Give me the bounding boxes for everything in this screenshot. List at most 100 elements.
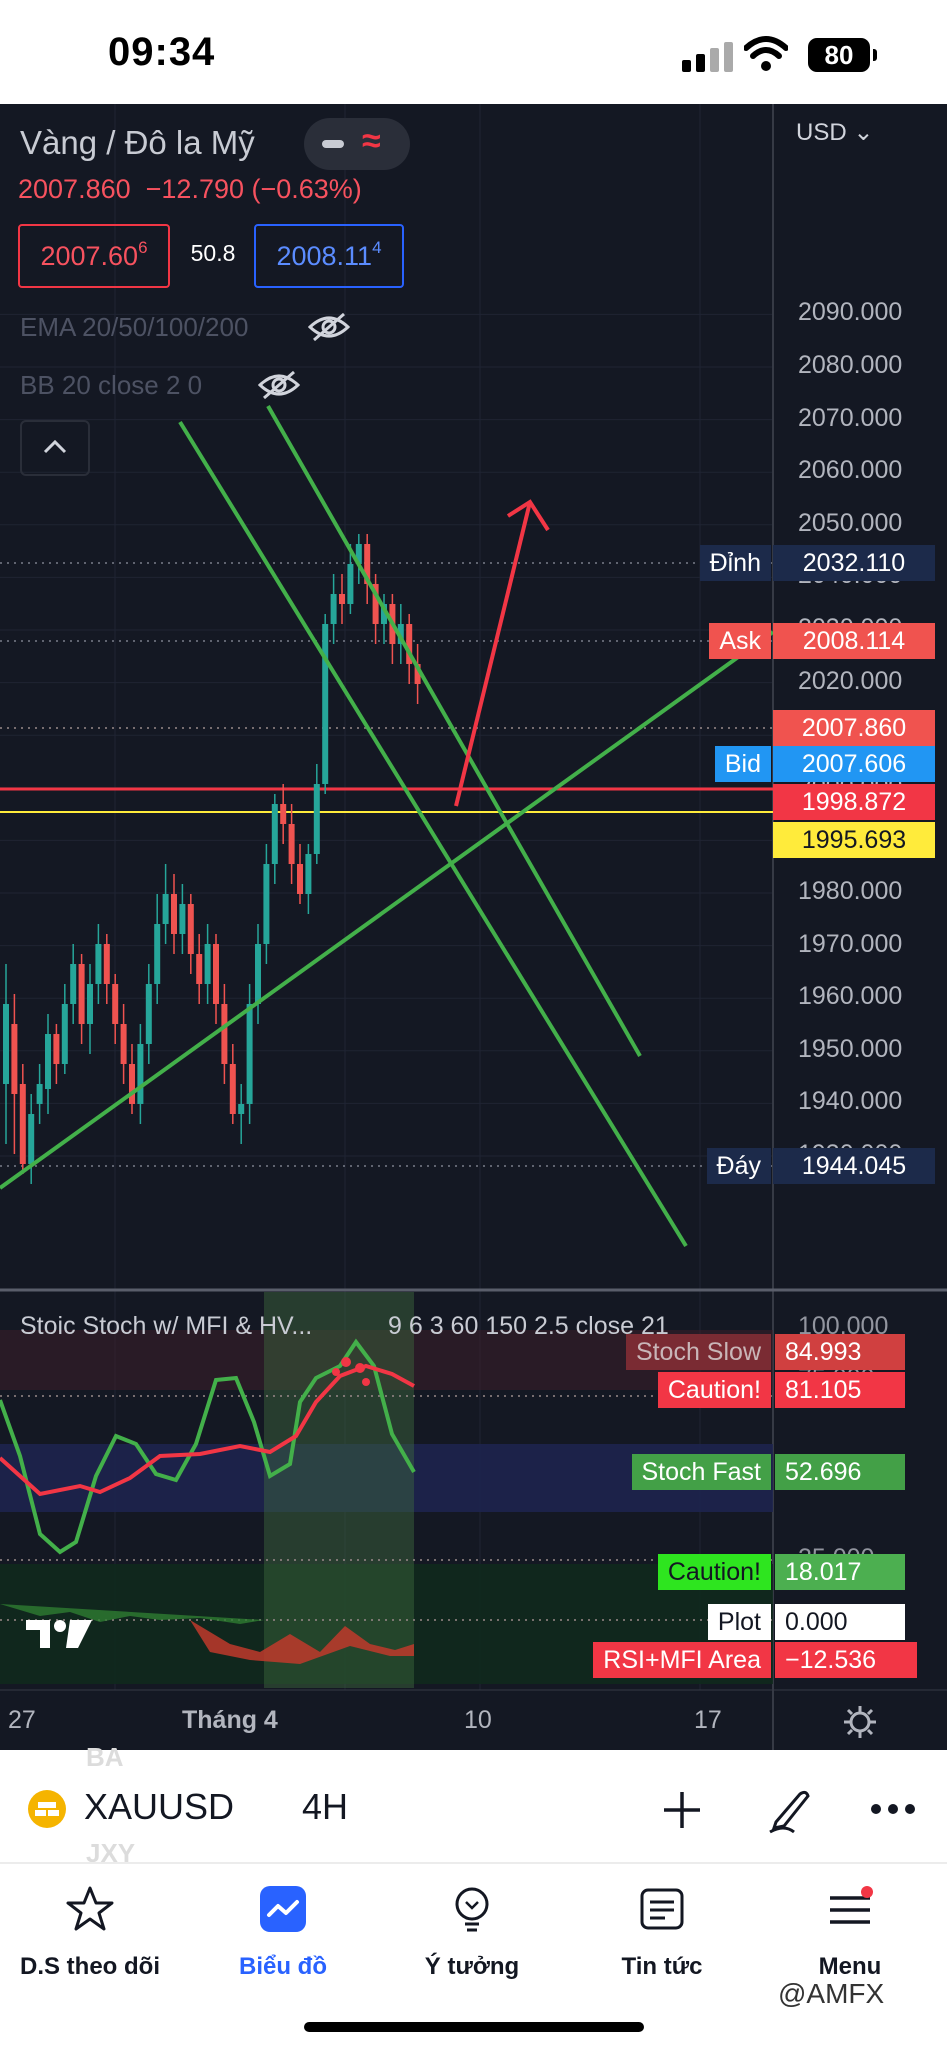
spread-value: 50.8 — [190, 240, 236, 266]
home-indicator[interactable] — [304, 2022, 644, 2032]
candle-body — [129, 1064, 135, 1104]
stoch-tag-label: Stoch Slow — [625, 1334, 771, 1370]
candle-body — [271, 804, 278, 864]
buy-button[interactable]: 2008.114 — [254, 224, 404, 288]
price-tag-value: 2032.110 — [773, 545, 935, 581]
price-tag-value: 1995.693 — [773, 822, 935, 858]
time-label: 10 — [464, 1706, 492, 1734]
price-tag-value: 2007.860 — [773, 710, 935, 746]
tab-label: Tin tức — [621, 1953, 703, 1980]
candle-body — [397, 624, 404, 644]
interval-button[interactable]: 4H — [302, 1786, 349, 1827]
candle-body — [87, 984, 93, 1024]
stoch-tag-value: 81.105 — [775, 1372, 905, 1408]
stoch-tag-label: Caution! — [657, 1372, 771, 1408]
candle-body — [280, 804, 287, 824]
eye-off-icon[interactable] — [258, 370, 300, 400]
tab-watchlist[interactable]: D.S theo dõi — [0, 1884, 180, 1981]
time-label: 17 — [694, 1706, 722, 1734]
stoch-tag-value: 0.000 — [775, 1604, 905, 1640]
tab-label: Biểu đồ — [239, 1953, 327, 1980]
tab-label: Ý tưởng — [424, 1953, 520, 1980]
candle-body — [137, 1044, 144, 1104]
tab-ideas[interactable]: Ý tưởng — [382, 1884, 562, 1981]
stoch-indicator-title[interactable]: Stoic Stoch w/ MFI & HV... — [20, 1312, 313, 1340]
gold-bars-icon[interactable] — [28, 1790, 66, 1828]
time-label: 27 — [8, 1706, 36, 1734]
price-axis-label: 1980.000 — [798, 877, 903, 905]
stoch-tag-value: 52.696 — [775, 1454, 905, 1490]
candle-body — [355, 544, 362, 564]
candle-body — [154, 924, 161, 984]
price-axis-label: 2020.000 — [798, 666, 903, 695]
stoch-indicator-params: 9 6 3 60 150 2.5 close 21 — [388, 1312, 669, 1340]
sell-button[interactable]: 2007.606 — [18, 224, 170, 288]
add-plus-icon[interactable] — [660, 1788, 704, 1832]
candle-body — [347, 564, 354, 604]
stoch-tag-value: −12.536 — [775, 1642, 917, 1678]
lightbulb-icon — [455, 1887, 489, 1932]
wifi-icon — [744, 36, 788, 71]
star-icon — [66, 1886, 114, 1931]
last-price: 2007.860 — [18, 174, 131, 204]
candle-body — [179, 904, 186, 934]
candle-body — [187, 904, 194, 954]
candle-body — [414, 664, 421, 684]
news-icon — [640, 1888, 684, 1930]
candle-body — [78, 964, 85, 1024]
eye-off-icon[interactable] — [308, 312, 350, 342]
chevron-up-icon — [43, 439, 67, 454]
currency-selector[interactable]: USD ⌄ — [796, 119, 874, 146]
stoch-tag-label: Caution! — [657, 1554, 771, 1590]
candle-body — [406, 624, 413, 664]
tab-news[interactable]: Tin tức — [572, 1884, 752, 1981]
indicator-bb-label[interactable]: BB 20 close 2 0 — [20, 370, 203, 400]
price-tag-label: Đáy — [706, 1148, 771, 1184]
battery-icon: 80 — [808, 38, 877, 72]
candle-body — [372, 584, 379, 624]
symbol-button[interactable]: XAUUSD — [84, 1786, 235, 1827]
candle-body — [120, 1024, 127, 1064]
drawing-pen-icon[interactable] — [764, 1784, 816, 1836]
settings-gear-icon[interactable] — [842, 1704, 878, 1740]
candle-body — [322, 624, 329, 784]
chart-canvas[interactable] — [0, 104, 947, 1750]
sell-price: 2007.60 — [40, 241, 139, 271]
price-tag-value: 1998.872 — [773, 784, 935, 820]
symbol-title[interactable]: Vàng / Đô la Mỹ — [20, 124, 255, 161]
minus-icon[interactable] — [322, 140, 344, 148]
sell-price-pip: 6 — [138, 238, 148, 257]
price-axis-label: 2060.000 — [798, 456, 903, 485]
price-axis-label: 1960.000 — [798, 982, 903, 1011]
more-dots-icon[interactable] — [868, 1794, 918, 1824]
candle-body — [112, 984, 119, 1024]
status-time: 09:34 — [108, 30, 216, 74]
buy-price-pip: 4 — [372, 238, 382, 257]
wave-icon[interactable]: ≈ — [362, 122, 381, 160]
tradingview-logo-icon — [26, 1620, 92, 1648]
tab-label: D.S theo dõi — [20, 1953, 160, 1980]
indicator-ema-label[interactable]: EMA 20/50/100/200 — [20, 312, 249, 342]
tab-menu[interactable]: Menu — [760, 1884, 940, 1981]
candle-body — [36, 1084, 43, 1104]
candle-body — [204, 944, 211, 984]
buy-price: 2008.11 — [276, 241, 373, 271]
tab-chart[interactable]: Biểu đồ — [193, 1884, 373, 1981]
chart-area[interactable]: Vàng / Đô la Mỹ ≈ 2007.860 −12.790 (−0.6… — [0, 104, 947, 1750]
candle-body — [103, 944, 110, 984]
price-tag-label: Đỉnh — [699, 545, 771, 581]
stoch-tag-label: RSI+MFI Area — [593, 1642, 771, 1678]
candle-body — [364, 544, 371, 584]
candle-body — [95, 944, 102, 984]
bottom-tab-bar: D.S theo dõi Biểu đồ Ý tưởng Tin tức Men… — [0, 1862, 947, 2048]
price-tag-label: Ask — [709, 623, 771, 659]
chart-type-toggle[interactable]: ≈ — [304, 118, 410, 170]
stoch-tag-value: 84.993 — [775, 1334, 905, 1370]
candle-body — [53, 1034, 60, 1064]
candle-body — [162, 894, 169, 924]
price-tag-label: Bid — [714, 746, 771, 782]
price-axis-label: 2090.000 — [798, 298, 903, 327]
candle-body — [263, 864, 270, 944]
candle-body — [255, 944, 261, 1004]
collapse-legend-button[interactable] — [20, 420, 90, 476]
